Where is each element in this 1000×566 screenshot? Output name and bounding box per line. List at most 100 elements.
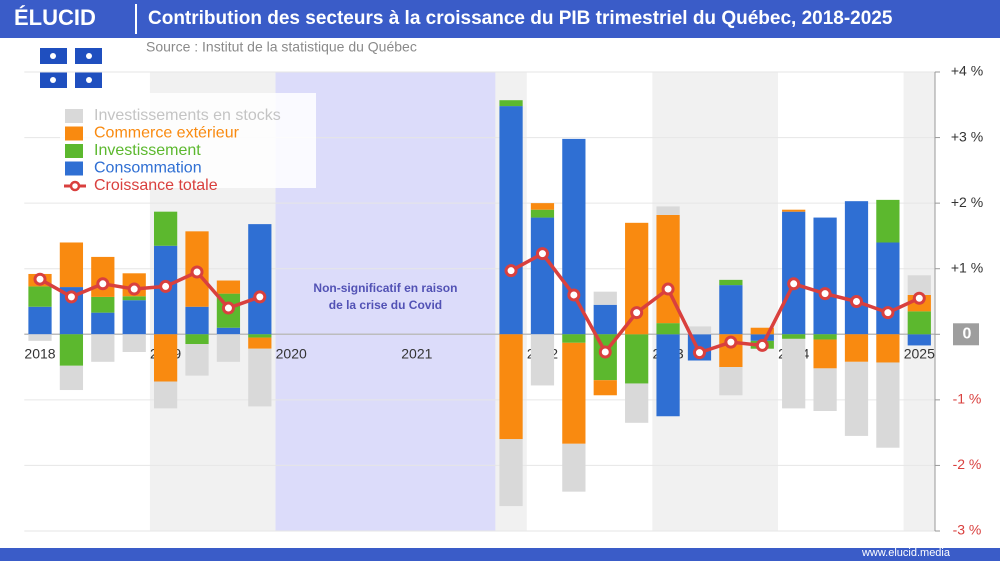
legend-label: Commerce extérieur: [94, 125, 240, 142]
bar-segment: [59, 242, 84, 288]
bar-segment: [91, 296, 115, 313]
total-point: [881, 306, 895, 320]
total-point: [661, 282, 675, 296]
bar-segment: [782, 211, 806, 335]
y-tick-label: +1 %: [951, 259, 983, 275]
bar-segment: [844, 201, 869, 335]
bar-segment: [625, 334, 649, 384]
bar-segment: [813, 368, 837, 412]
footer-bar: [0, 548, 1000, 561]
total-point: [190, 265, 204, 279]
total-point: [849, 295, 863, 308]
logo: ÉLUCID: [14, 5, 96, 30]
bar-segment: [813, 217, 837, 335]
bar-segment: [782, 334, 806, 339]
bar-segment: [499, 100, 523, 107]
total-point: [692, 346, 706, 360]
bar-segment: [153, 381, 178, 409]
total-point: [598, 345, 612, 359]
bar-segment: [122, 300, 146, 335]
plot: +4 %+3 %+2 %+1 %0-1 %-2 %-3 %20182019202…: [24, 63, 983, 538]
bar-segment: [216, 280, 241, 294]
bar-segment: [59, 334, 84, 366]
bar-segment: [185, 306, 209, 335]
x-tick-label: 2025: [904, 346, 935, 362]
bar-segment: [122, 296, 146, 301]
bar-segment: [876, 362, 900, 448]
bar-segment: [813, 339, 837, 369]
source: Source : Institut de la statistique du Q…: [146, 39, 417, 55]
bar-segment: [876, 199, 900, 243]
bar-segment: [593, 291, 617, 305]
total-point: [755, 338, 769, 352]
bar-segment: [28, 286, 52, 307]
legend-marker: [69, 180, 81, 192]
total-point: [96, 277, 110, 291]
bar-segment: [719, 279, 743, 286]
legend-label: Investissements en stocks: [94, 107, 281, 124]
chart-title: Contribution des secteurs à la croissanc…: [148, 8, 893, 29]
total-point: [567, 288, 581, 302]
total-point: [724, 335, 738, 349]
y-tick-label: +2 %: [951, 194, 983, 210]
y-tick-label: -3 %: [953, 522, 982, 538]
bar-segment: [530, 217, 555, 335]
bar-segment: [530, 209, 555, 218]
bar-segment: [91, 312, 115, 335]
legend-swatch: [65, 144, 83, 158]
bar-segment: [91, 256, 115, 297]
bar-segment: [593, 380, 617, 396]
bar-segment: [216, 327, 241, 335]
bar-segment: [216, 334, 241, 362]
covid-note: de la crise du Covid: [329, 298, 442, 312]
legend-swatch: [65, 126, 83, 141]
bar-segment: [656, 214, 680, 324]
bar-segment: [153, 211, 178, 246]
bar-segment: [562, 334, 586, 343]
bar-segment: [530, 203, 555, 210]
bar-segment: [248, 224, 272, 335]
bar-segment: [59, 365, 84, 391]
y-tick-label: 0: [963, 326, 972, 343]
legend-swatch: [65, 109, 83, 123]
bar-segment: [185, 344, 209, 376]
x-tick-label: 2021: [401, 346, 432, 362]
zero-label-bg: [953, 323, 979, 346]
legend-label: Consommation: [94, 160, 202, 177]
legend-box: [60, 93, 316, 188]
flag: [40, 48, 102, 88]
y-tick-label: -2 %: [953, 456, 982, 472]
total-point: [159, 279, 173, 293]
total-point: [127, 282, 141, 296]
bar-segment: [782, 209, 806, 212]
total-point: [535, 247, 549, 261]
total-point: [64, 290, 78, 304]
bar-segment: [593, 304, 617, 335]
bar-segment: [782, 338, 806, 409]
bar-segment: [876, 242, 900, 335]
bar-segment: [656, 334, 680, 417]
total-point: [630, 306, 644, 320]
bar-segment: [656, 206, 680, 215]
bar-segment: [562, 443, 586, 492]
bar-segment: [907, 311, 931, 335]
bar-segment: [28, 306, 52, 335]
bar-segment: [876, 334, 900, 363]
bar-segment: [750, 334, 774, 341]
total-point: [253, 290, 267, 304]
y-tick-label: -1 %: [953, 391, 982, 407]
y-tick-label: +3 %: [951, 128, 983, 144]
covid-note: Non-significatif en raison: [313, 281, 457, 295]
bar-segment: [499, 439, 523, 507]
bar-segment: [813, 334, 837, 340]
total-point: [787, 277, 801, 291]
bar-segment: [248, 334, 272, 338]
bar-segment: [28, 334, 52, 341]
bar-segment: [248, 348, 272, 407]
y-tick-label: +4 %: [951, 63, 983, 79]
bar-segment: [499, 334, 523, 440]
bar-segment: [530, 334, 555, 386]
legend-label: Investissement: [94, 142, 201, 159]
bar-segment: [750, 327, 774, 335]
